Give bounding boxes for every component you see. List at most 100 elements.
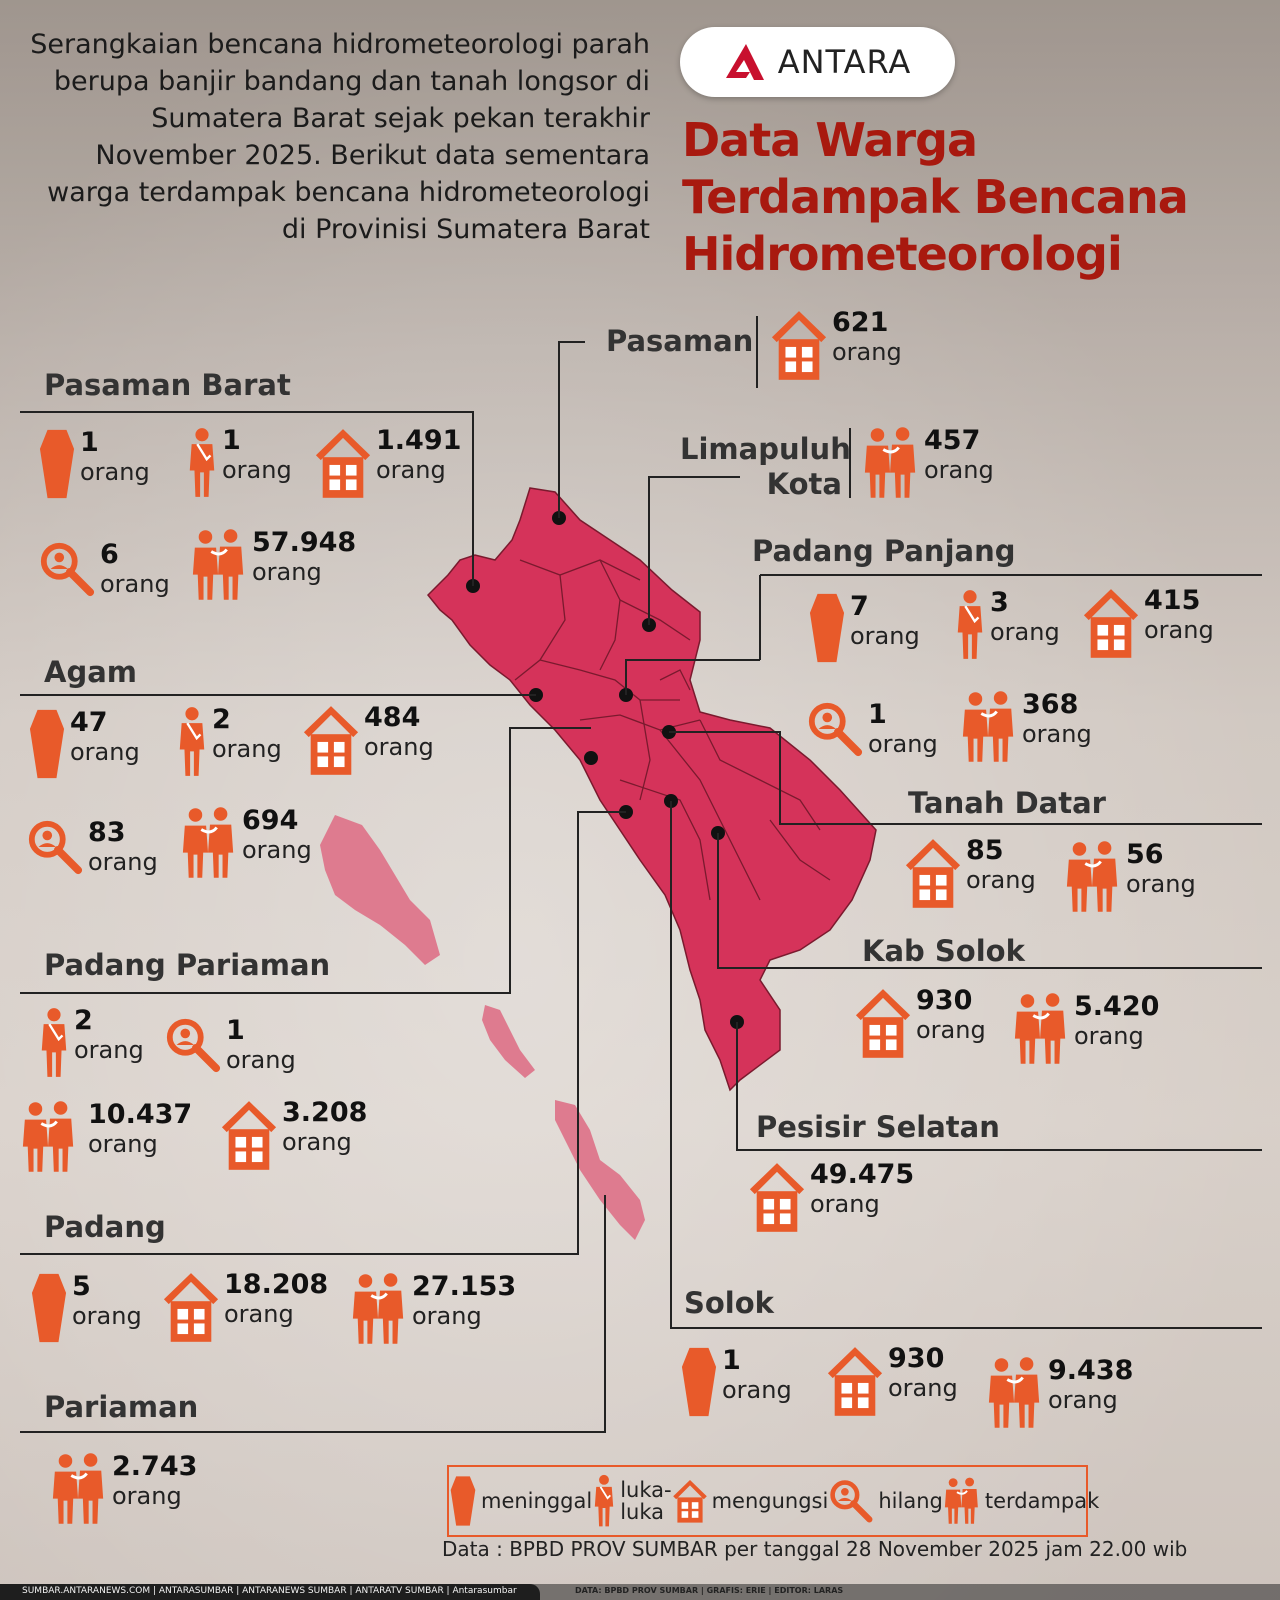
stat-pasaman-barat-meninggal: 1 orang xyxy=(38,428,150,500)
stat-padang-panjang-terdampak: 368 orang xyxy=(960,690,1092,764)
stat-solok-terdampak: 9.438 orang xyxy=(986,1356,1133,1430)
region-title-pesisir-selatan: Pesisir Selatan xyxy=(756,1110,1000,1144)
search-person-icon xyxy=(828,1478,874,1524)
legend-luka: luka- luka xyxy=(592,1474,672,1528)
stat-padang-terdampak: 27.153 orang xyxy=(350,1272,516,1346)
people-icon xyxy=(960,690,1018,764)
district-borders xyxy=(514,559,831,901)
stat-agam-meninggal: 47 orang xyxy=(28,708,140,780)
region-title-limapuluh-kota: Limapuluh Kota xyxy=(680,432,851,502)
coffin-icon xyxy=(28,708,66,780)
region-title-kota: Kota xyxy=(766,467,842,501)
region-title-solok: Solok xyxy=(684,1286,774,1320)
legend-terdampak: terdampak xyxy=(943,1476,1099,1526)
region-title-padang-pariaman: Padang Pariaman xyxy=(44,948,331,982)
house-icon xyxy=(302,703,360,777)
injured-icon xyxy=(38,1006,70,1080)
stat-padang-pariaman-terdampak: 10.437 orang xyxy=(20,1100,192,1174)
coffin-icon xyxy=(30,1272,68,1344)
stat-agam-hilang: 83 orang xyxy=(26,818,158,876)
stat-padang-mengungsi: 18.208 orang xyxy=(162,1270,328,1344)
people-icon xyxy=(190,528,248,602)
stat-padang-panjang-luka: 3 orang xyxy=(954,588,1060,662)
house-icon xyxy=(672,1478,708,1524)
stat-tanah-datar-mengungsi: 85 orang xyxy=(904,836,1036,910)
legend-mengungsi: mengungsi xyxy=(672,1478,828,1524)
stat-padang-pariaman-luka: 2 orang xyxy=(38,1006,144,1080)
stat-agam-luka: 2 orang xyxy=(176,705,282,779)
house-icon xyxy=(904,836,962,910)
stat-agam-terdampak: 694 orang xyxy=(180,806,312,880)
region-title-pasaman-barat: Pasaman Barat xyxy=(44,368,291,402)
injured-icon xyxy=(592,1474,616,1528)
people-icon xyxy=(943,1476,981,1526)
footer-links: SUMBAR.ANTARANEWS.COM | ANTARASUMBAR | A… xyxy=(22,1586,517,1596)
title-line-2: Terdampak Bencana xyxy=(682,170,1189,224)
people-icon xyxy=(986,1356,1044,1430)
title-line-3: Hidrometeorologi xyxy=(682,227,1123,281)
stat-padang-panjang-meninggal: 7 orang xyxy=(808,592,920,664)
intro-paragraph: Serangkaian bencana hidrometeorologi par… xyxy=(30,29,650,245)
stat-pasaman-barat-hilang: 6 orang xyxy=(38,540,170,598)
injured-icon xyxy=(176,705,208,779)
house-icon xyxy=(220,1098,278,1172)
stat-padang-meninggal: 5 orang xyxy=(30,1272,142,1344)
region-title-limapuluh: Limapuluh xyxy=(680,432,851,466)
injured-icon xyxy=(954,588,986,662)
people-icon xyxy=(180,806,238,880)
house-icon xyxy=(854,986,912,1060)
people-icon xyxy=(1012,992,1070,1066)
injured-icon xyxy=(186,426,218,500)
stat-pasaman-barat-terdampak: 57.948 orang xyxy=(190,528,356,602)
people-icon xyxy=(50,1452,108,1526)
title-line-1: Data Warga xyxy=(682,113,978,167)
siberut-island xyxy=(320,815,440,965)
stat-pesisir-selatan-mengungsi: 49.475 orang xyxy=(748,1160,914,1234)
footer-credits: DATA: BPBD PROV SUMBAR | GRAFIS: ERIE | … xyxy=(575,1586,844,1595)
house-icon xyxy=(314,426,372,500)
region-title-kab-solok: Kab Solok xyxy=(862,934,1025,968)
region-title-agam: Agam xyxy=(44,655,137,689)
search-person-icon xyxy=(26,818,84,876)
antara-logo-icon xyxy=(725,44,764,80)
people-icon xyxy=(350,1272,408,1346)
sipora-island xyxy=(482,1005,535,1078)
mainland-map xyxy=(426,487,877,1092)
stat-pasaman-barat-luka: 1 orang xyxy=(186,426,292,500)
coffin-icon xyxy=(38,428,76,500)
house-icon xyxy=(770,308,828,382)
legend-luka-line2: luka xyxy=(620,1500,665,1524)
stat-padang-pariaman-mengungsi: 3.208 orang xyxy=(220,1098,367,1172)
stat-kab-solok-mengungsi: 930 orang xyxy=(854,986,986,1060)
region-title-pariaman: Pariaman xyxy=(44,1390,199,1424)
people-icon xyxy=(862,426,920,500)
footer-social-bar xyxy=(0,1584,540,1600)
connector-lines xyxy=(20,341,1262,1433)
stat-solok-mengungsi: 930 orang xyxy=(826,1344,958,1418)
people-icon xyxy=(1064,840,1122,914)
stat-tanah-datar-terdampak: 56 orang xyxy=(1064,840,1196,914)
coffin-icon xyxy=(680,1346,718,1418)
search-person-icon xyxy=(38,540,96,598)
house-icon xyxy=(162,1270,220,1344)
stat-solok-meninggal: 1 orang xyxy=(680,1346,792,1418)
pagai-island xyxy=(555,1100,645,1240)
stat-agam-mengungsi: 484 orang xyxy=(302,703,434,777)
stat-pasaman-mengungsi: 621 orang xyxy=(770,308,902,382)
search-person-icon xyxy=(164,1016,222,1074)
search-person-icon xyxy=(806,700,864,758)
house-icon xyxy=(1082,586,1140,660)
coffin-icon xyxy=(808,592,846,664)
people-icon xyxy=(20,1100,78,1174)
stat-padang-pariaman-hilang: 1 orang xyxy=(164,1016,296,1074)
legend-luka-line1: luka- xyxy=(620,1478,672,1502)
region-title-pasaman: Pasaman xyxy=(606,324,754,358)
coffin-icon xyxy=(449,1475,477,1527)
stat-kab-solok-terdampak: 5.420 orang xyxy=(1012,992,1159,1066)
page-title: Data Warga Terdampak Bencana Hidrometeor… xyxy=(682,112,1262,283)
data-source: Data : BPBD PROV SUMBAR per tanggal 28 N… xyxy=(442,1537,1188,1561)
house-icon xyxy=(748,1160,806,1234)
antara-logo: ANTARA xyxy=(680,27,955,97)
stat-pasaman-barat-mengungsi: 1.491 orang xyxy=(314,426,461,500)
